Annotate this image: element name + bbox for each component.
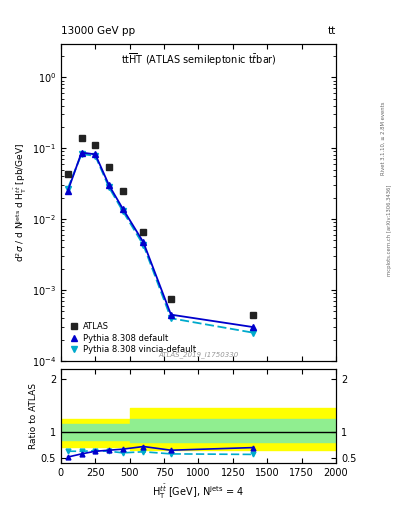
ATLAS	[65, 170, 70, 177]
Pythia 8.308 vincia-default	[93, 153, 97, 159]
Pythia 8.308 vincia-default	[65, 185, 70, 191]
Pythia 8.308 default	[120, 206, 125, 212]
Text: 13000 GeV pp: 13000 GeV pp	[61, 26, 135, 36]
Pythia 8.308 default	[65, 188, 70, 194]
Pythia 8.308 vincia-default	[120, 208, 125, 214]
ATLAS	[120, 188, 125, 194]
ATLAS	[251, 312, 256, 318]
Pythia 8.308 default	[93, 151, 97, 157]
Pythia 8.308 default	[251, 324, 256, 330]
Text: tt$\overline{\rm H}$T (ATLAS semileptonic t$\bar{t}$bar): tt$\overline{\rm H}$T (ATLAS semileptoni…	[121, 52, 276, 68]
Text: ATLAS_2019_I1750330: ATLAS_2019_I1750330	[158, 351, 239, 358]
Pythia 8.308 vincia-default	[79, 151, 84, 157]
Text: tt: tt	[328, 26, 336, 36]
ATLAS	[141, 229, 146, 236]
ATLAS	[169, 296, 173, 302]
Pythia 8.308 vincia-default	[251, 330, 256, 336]
Line: Pythia 8.308 vincia-default: Pythia 8.308 vincia-default	[65, 151, 257, 336]
Line: ATLAS: ATLAS	[65, 135, 257, 318]
ATLAS	[79, 135, 84, 141]
Y-axis label: Ratio to ATLAS: Ratio to ATLAS	[29, 383, 38, 449]
ATLAS	[107, 164, 112, 170]
Pythia 8.308 default	[169, 312, 173, 318]
X-axis label: H$_{\rm T}^{t\bar{t}}$ [GeV], N$^{\rm jets}$ = 4: H$_{\rm T}^{t\bar{t}}$ [GeV], N$^{\rm je…	[152, 482, 244, 501]
Pythia 8.308 vincia-default	[169, 315, 173, 322]
Text: Rivet 3.1.10, ≥ 2.8M events: Rivet 3.1.10, ≥ 2.8M events	[381, 101, 386, 175]
ATLAS	[93, 142, 97, 148]
Pythia 8.308 default	[141, 239, 146, 245]
Pythia 8.308 default	[79, 150, 84, 156]
Legend: ATLAS, Pythia 8.308 default, Pythia 8.308 vincia-default: ATLAS, Pythia 8.308 default, Pythia 8.30…	[65, 320, 199, 357]
Y-axis label: d$^{2}\sigma$ / d N$^{\rm jets}$ d H$_{\rm T}^{t\bar{t}}$ [pb/GeV]: d$^{2}\sigma$ / d N$^{\rm jets}$ d H$_{\…	[13, 143, 29, 262]
Pythia 8.308 vincia-default	[141, 242, 146, 248]
Line: Pythia 8.308 default: Pythia 8.308 default	[65, 150, 257, 330]
Pythia 8.308 vincia-default	[107, 184, 112, 190]
Text: mcplots.cern.ch [arXiv:1306.3436]: mcplots.cern.ch [arXiv:1306.3436]	[387, 185, 391, 276]
Pythia 8.308 default	[107, 182, 112, 188]
